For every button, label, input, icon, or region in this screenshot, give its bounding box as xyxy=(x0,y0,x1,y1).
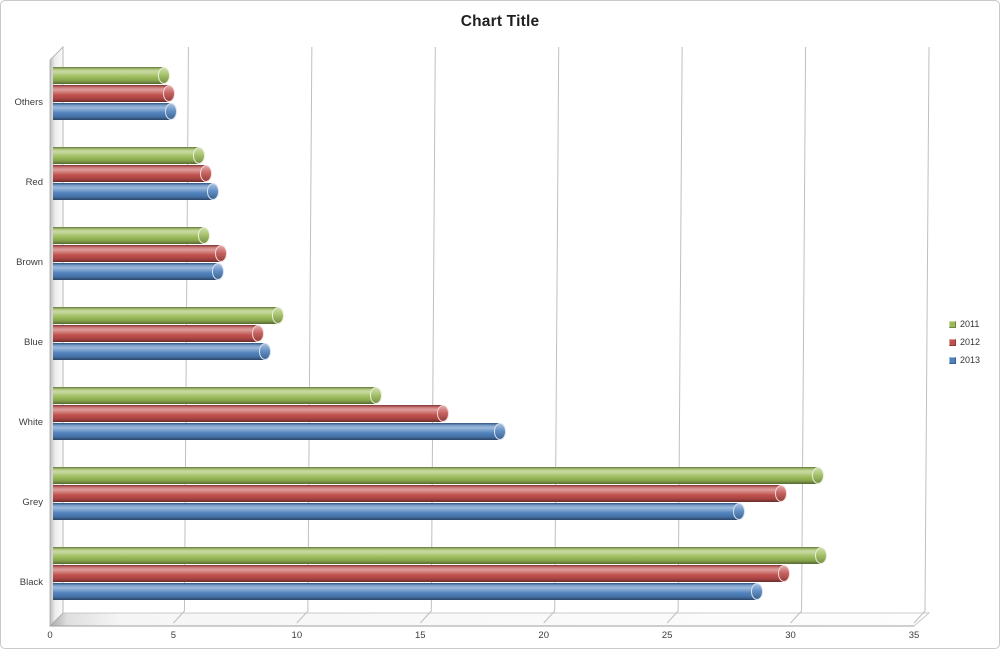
gridline xyxy=(543,46,560,624)
legend-label-2012: 2012 xyxy=(960,337,981,347)
gridline xyxy=(666,46,683,624)
legend-entry-2012: 2012 xyxy=(949,333,999,351)
legend-entry-2013: 2013 xyxy=(949,351,999,369)
legend: 2011 2012 2013 xyxy=(949,315,999,369)
chart-title: Chart Title xyxy=(460,13,540,30)
legend-swatch-2012 xyxy=(949,338,956,346)
gridline xyxy=(173,46,189,624)
legend-swatch-2011 xyxy=(949,320,956,328)
legend-label-2011: 2011 xyxy=(960,319,980,329)
gridline xyxy=(790,46,807,624)
legend-label-2013: 2013 xyxy=(960,355,981,365)
gridline xyxy=(913,46,930,624)
plot-floor xyxy=(49,612,931,627)
legend-entry-2011: 2011 xyxy=(949,315,999,333)
gridline xyxy=(296,46,313,624)
legend-swatch-2013 xyxy=(949,356,956,364)
plot-left-wall xyxy=(49,46,64,627)
gridline xyxy=(419,46,436,624)
